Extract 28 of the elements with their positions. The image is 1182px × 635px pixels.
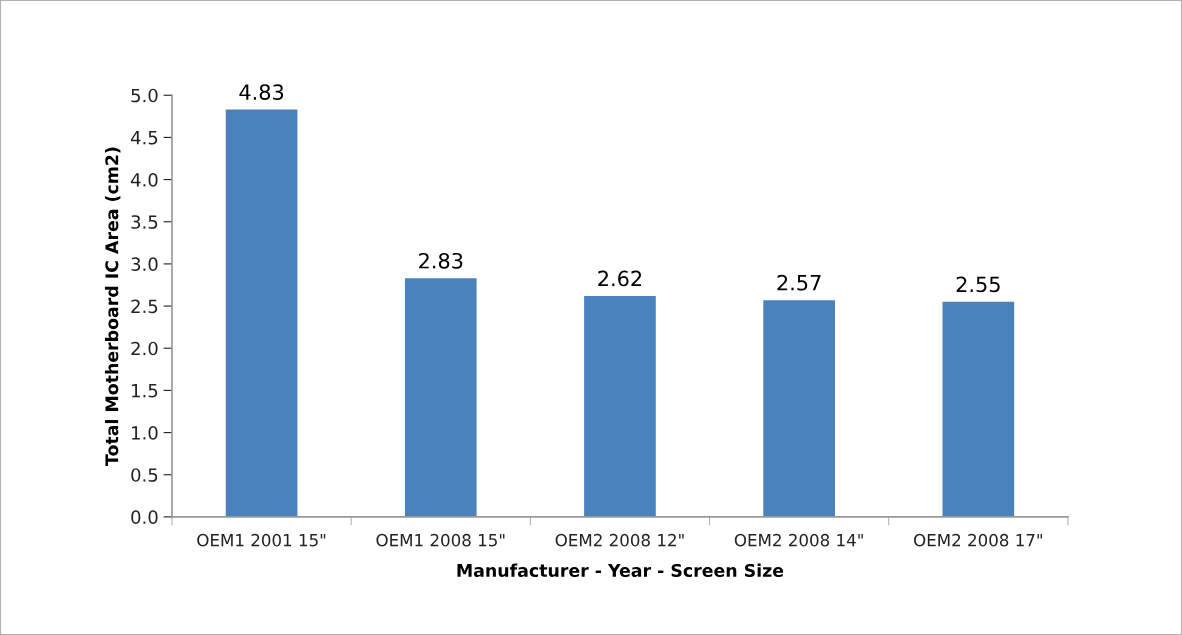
x-tick-label: OEM2 2008 17" — [914, 533, 1042, 547]
y-tick-label: 4.5 — [130, 131, 158, 145]
y-tick-label: 2.0 — [131, 341, 158, 356]
y-tick-label: 4.0 — [130, 173, 158, 187]
y-tick-label: 3.0 — [131, 257, 158, 272]
data-label: 2.83 — [419, 252, 463, 269]
x-tick-label: OEM2 2008 12" — [555, 533, 684, 547]
y-tick-label: 1.5 — [132, 384, 158, 398]
data-label: 2.55 — [956, 276, 1000, 293]
y-axis-title: Total Motherboard IC Area (cm2) — [104, 147, 121, 466]
bar — [225, 109, 298, 517]
bar — [584, 295, 656, 517]
bar — [763, 300, 835, 517]
x-tick-label: OEM1 2008 15" — [376, 533, 505, 547]
data-label: 4.83 — [239, 84, 284, 100]
y-tick-label: 3.5 — [131, 215, 158, 229]
data-label: 2.62 — [598, 270, 642, 287]
x-axis-title: Manufacturer - Year - Screen Size — [457, 563, 784, 578]
y-tick-label: 0.0 — [131, 510, 158, 525]
x-tick-label: OEM2 2008 14" — [734, 533, 863, 547]
bar — [404, 278, 477, 517]
y-tick-label: 1.0 — [132, 426, 158, 440]
data-label: 2.57 — [777, 274, 821, 291]
bar — [942, 301, 1015, 517]
y-tick-label: 5.0 — [131, 88, 158, 103]
x-tick-label: OEM1 2001 15" — [197, 533, 326, 547]
y-tick-label: 0.5 — [131, 468, 158, 482]
y-tick-label: 2.5 — [131, 299, 158, 314]
